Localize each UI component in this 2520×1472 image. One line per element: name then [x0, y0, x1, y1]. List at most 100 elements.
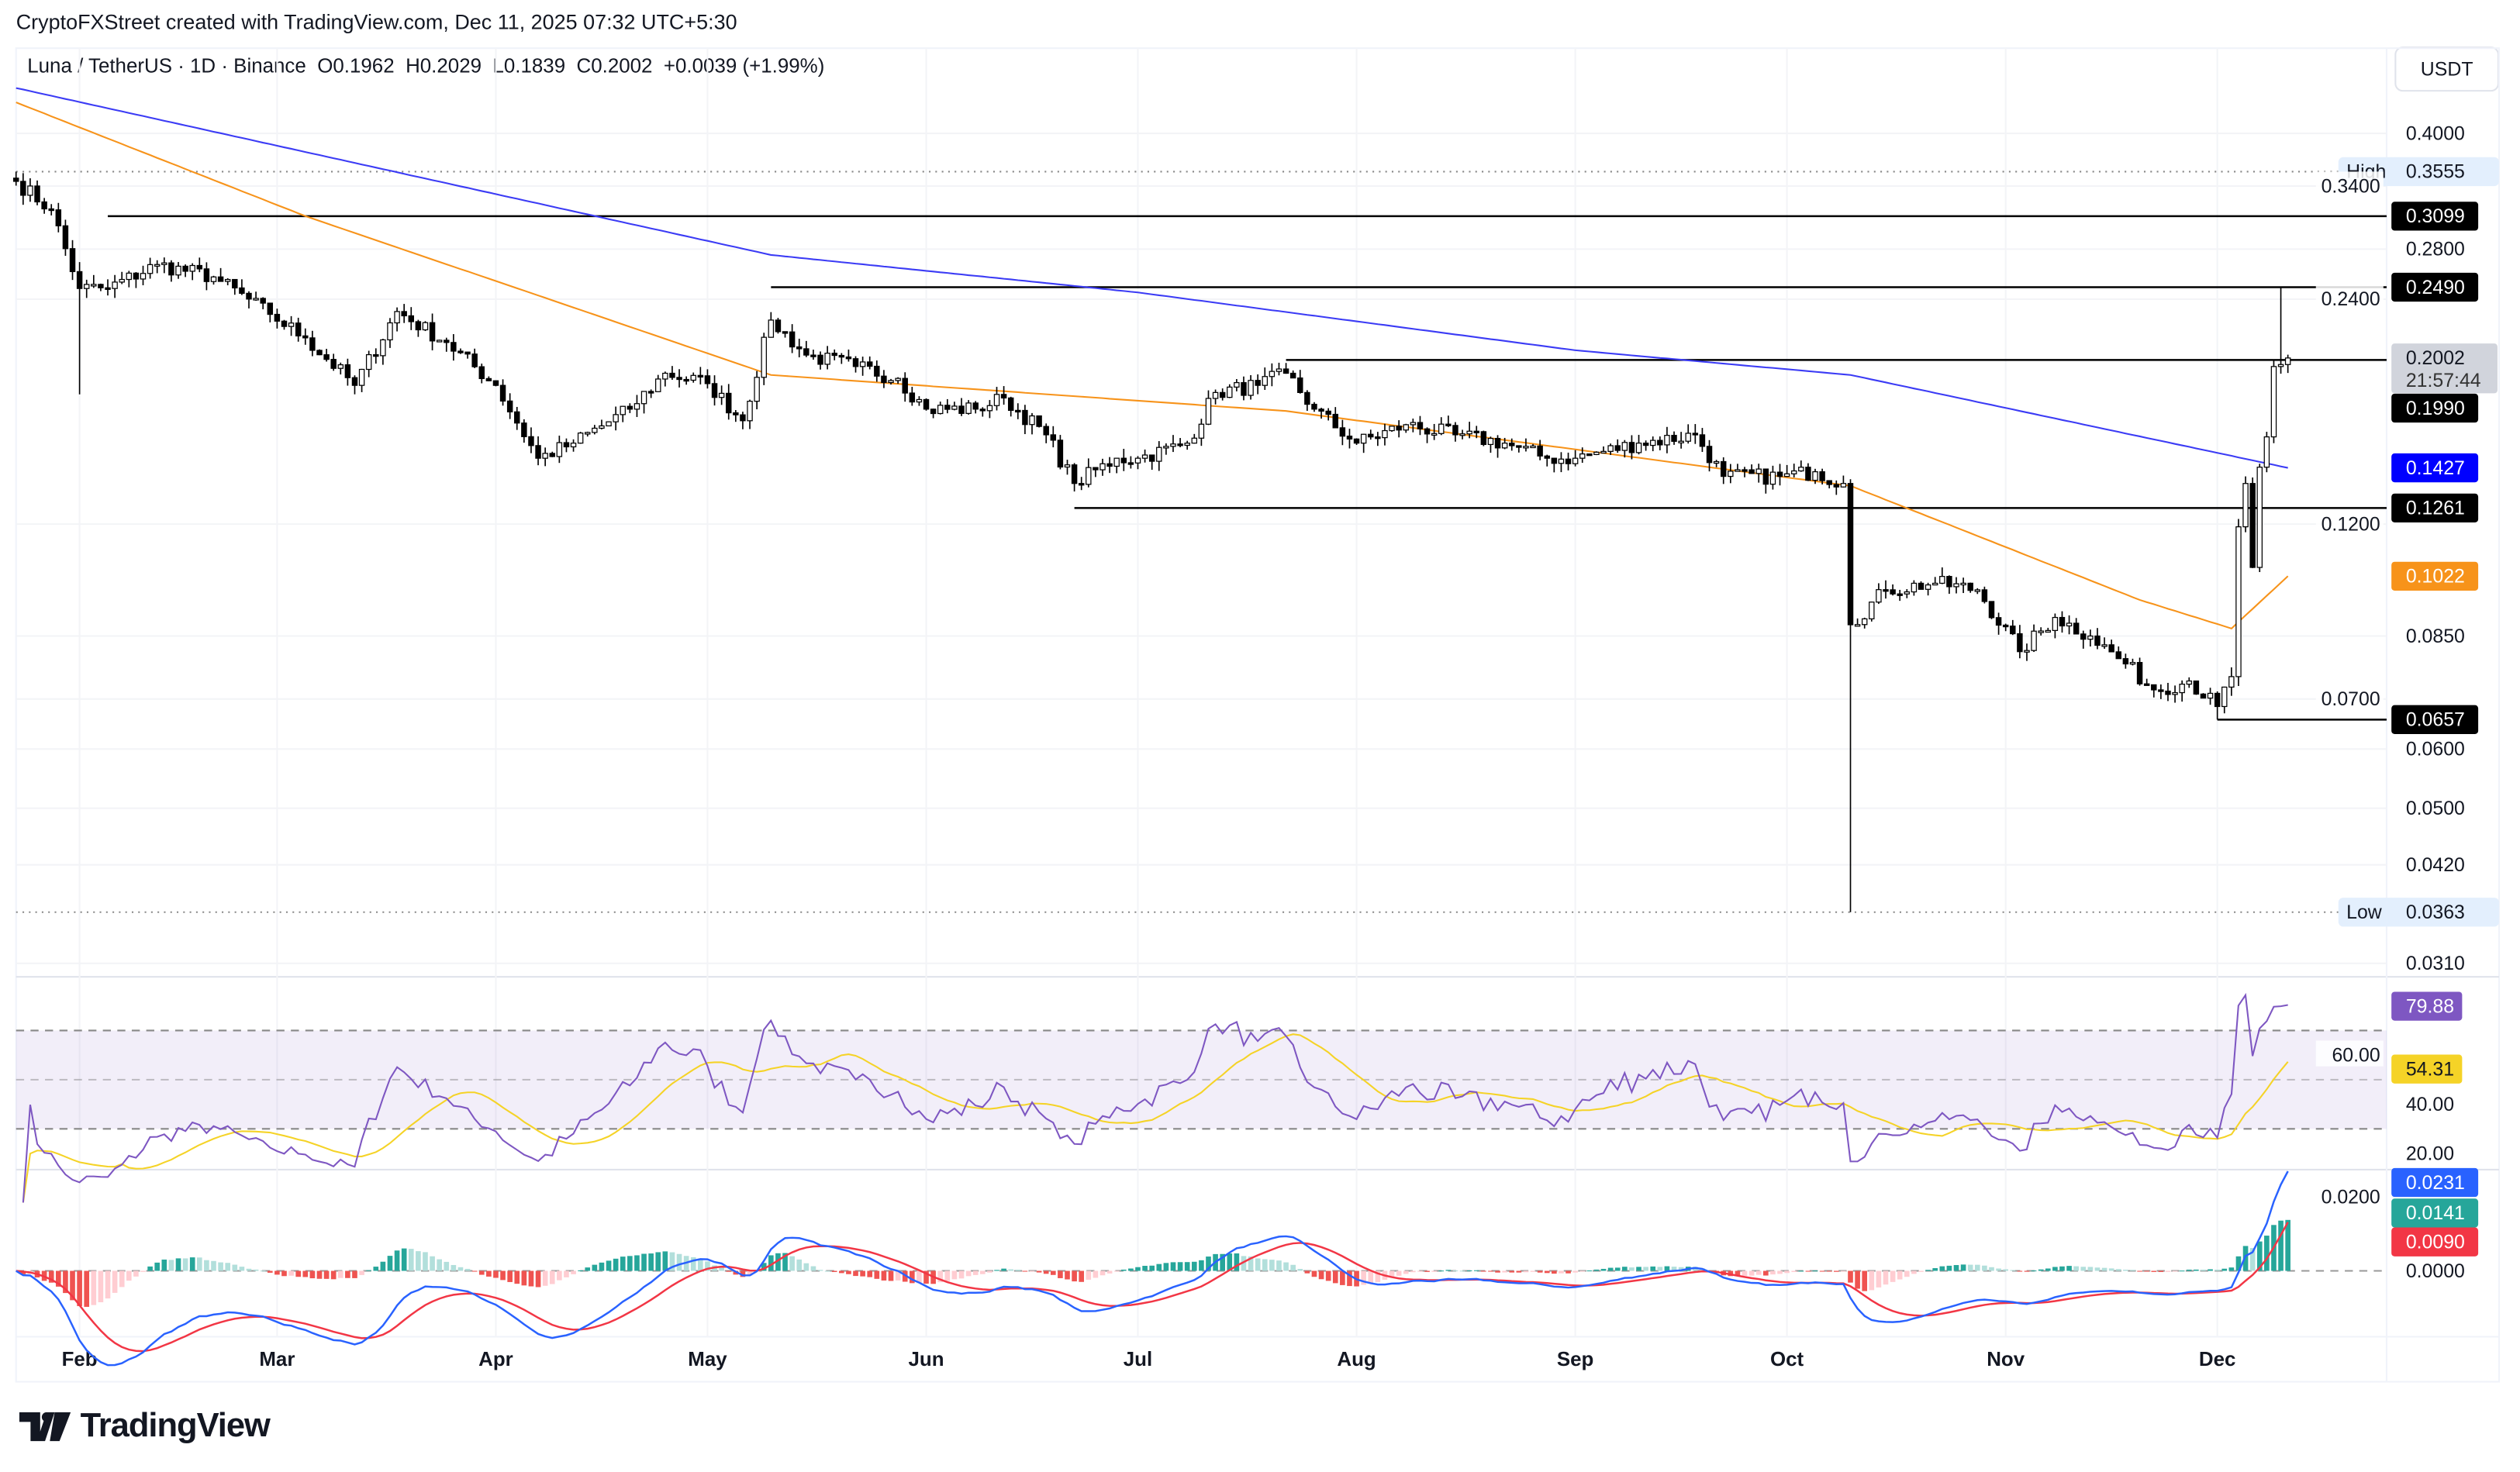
macd-histogram-bar [979, 1270, 986, 1274]
candle-down [874, 365, 880, 377]
level-price-label: 0.0657 [2406, 709, 2465, 731]
macd-histogram-bar [705, 1261, 710, 1271]
macd-histogram-bar [549, 1270, 555, 1284]
macd-histogram-bar [669, 1252, 675, 1271]
rsi-tick-label-bg [2315, 1040, 2384, 1067]
macd-histogram-bar [225, 1263, 231, 1271]
macd-histogram-bar [1036, 1270, 1042, 1273]
candle-down [2080, 633, 2087, 640]
candle-up [1382, 429, 1388, 439]
macd-histogram-bar [860, 1270, 865, 1277]
macd-histogram-bar [444, 1261, 450, 1271]
macd-histogram-bar [2066, 1266, 2072, 1271]
macd-histogram-bar [944, 1270, 951, 1281]
macd-histogram-bar [1826, 1270, 1832, 1272]
candle-up [613, 414, 619, 422]
candle-down [563, 442, 570, 448]
macd-histogram-bar [140, 1270, 146, 1272]
candle-down [845, 356, 852, 360]
candle-up [1572, 457, 1579, 464]
candle-up [2066, 622, 2073, 627]
macd-histogram-bar [1890, 1270, 1896, 1282]
ohlc-close: C0.2002 [576, 54, 653, 78]
candle-up [253, 298, 259, 301]
macd-histogram-bar [1241, 1256, 1247, 1271]
macd-histogram-bar [1255, 1258, 1261, 1271]
candle-down [1833, 484, 1840, 488]
level-price-label: 0.1261 [2406, 498, 2465, 519]
time-tick-label: Sep [1557, 1349, 1593, 1370]
symbol-name[interactable]: Luna / TetherUS · 1D · Binance [27, 54, 306, 78]
macd-histogram-bar [972, 1270, 979, 1275]
candle-up [1953, 583, 1959, 588]
macd-histogram-bar [1156, 1263, 1162, 1271]
macd-histogram-bar [888, 1270, 894, 1281]
macd-histogram-bar [2108, 1268, 2114, 1271]
candle-down [1396, 426, 1402, 431]
macd-histogram-bar [2094, 1267, 2101, 1271]
macd-histogram-bar [1495, 1270, 1500, 1273]
candle-down [330, 359, 337, 369]
macd-histogram-bar [63, 1270, 68, 1294]
candle-up [542, 453, 548, 459]
macd-histogram-bar [147, 1266, 153, 1271]
macd-histogram-bar [1276, 1260, 1282, 1271]
last-price-label: 0.2002 [2406, 347, 2465, 369]
macd-histogram-bar [430, 1256, 435, 1271]
macd-histogram-bar [2144, 1270, 2149, 1272]
candle-down [485, 377, 492, 381]
macd-histogram-bar [578, 1270, 583, 1271]
candle-down [1516, 445, 1522, 448]
macd-histogram-bar [1509, 1270, 1515, 1273]
macd-histogram-bar [2264, 1236, 2270, 1271]
tradingview-logo-text: TradingView [80, 1407, 271, 1445]
macd-histogram-bar [2201, 1269, 2206, 1271]
symbol-legend: Luna / TetherUS · 1D · Binance O0.1962 H… [27, 54, 824, 77]
macd-histogram-bar [1904, 1270, 1910, 1277]
candle-down [740, 414, 746, 422]
candle-down [2017, 633, 2023, 653]
macd-histogram-bar [1805, 1270, 1811, 1272]
macd-histogram-bar [2158, 1270, 2164, 1272]
candle-down [676, 377, 682, 381]
macd-value-label-bg [2391, 1167, 2479, 1198]
candle-up [633, 403, 640, 410]
candle-up [1840, 483, 1847, 488]
price-tick-label-bg [2315, 284, 2384, 311]
macd-histogram-bar [1982, 1265, 1987, 1271]
macd-histogram-bar [2256, 1241, 2263, 1271]
macd-histogram-bar [1488, 1270, 1493, 1272]
macd-histogram-bar [1170, 1262, 1176, 1271]
candle-up [556, 442, 563, 457]
macd-histogram-bar [2137, 1270, 2142, 1272]
price-tick-label: 0.0420 [2406, 854, 2465, 876]
candle-up [1269, 371, 1276, 377]
candle-up [337, 364, 344, 369]
macd-histogram-bar [1410, 1270, 1416, 1273]
macd-histogram-bar [1072, 1270, 1077, 1282]
candle-down [909, 392, 916, 403]
candle-down [1015, 409, 1021, 413]
candle-down [810, 354, 816, 357]
time-tick-label: Nov [1987, 1349, 2025, 1370]
macd-histogram-bar [1833, 1270, 1839, 1272]
macd-histogram-bar [1784, 1270, 1790, 1274]
macd-histogram-bar [1184, 1262, 1190, 1271]
time-tick-label: Jun [909, 1349, 944, 1370]
macd-histogram-bar [1572, 1270, 1578, 1273]
candle-up [1649, 440, 1656, 446]
price-chart[interactable]: FebMarAprMayJunJulAugSepOctNovDecHigh0.3… [0, 0, 2520, 1398]
candle-down [881, 375, 887, 384]
macd-histogram-bar [309, 1270, 316, 1279]
macd-histogram-bar [634, 1255, 640, 1271]
candle-up [1276, 368, 1282, 372]
candle-down [1346, 436, 1353, 440]
macd-histogram-bar [1001, 1268, 1006, 1271]
macd-histogram-bar [478, 1270, 485, 1275]
candle-up [1664, 435, 1670, 446]
level-price-label: 0.3099 [2406, 205, 2465, 227]
candle-up [1530, 445, 1536, 449]
candle-up [2179, 684, 2185, 694]
macd-histogram-bar [1989, 1267, 1994, 1271]
